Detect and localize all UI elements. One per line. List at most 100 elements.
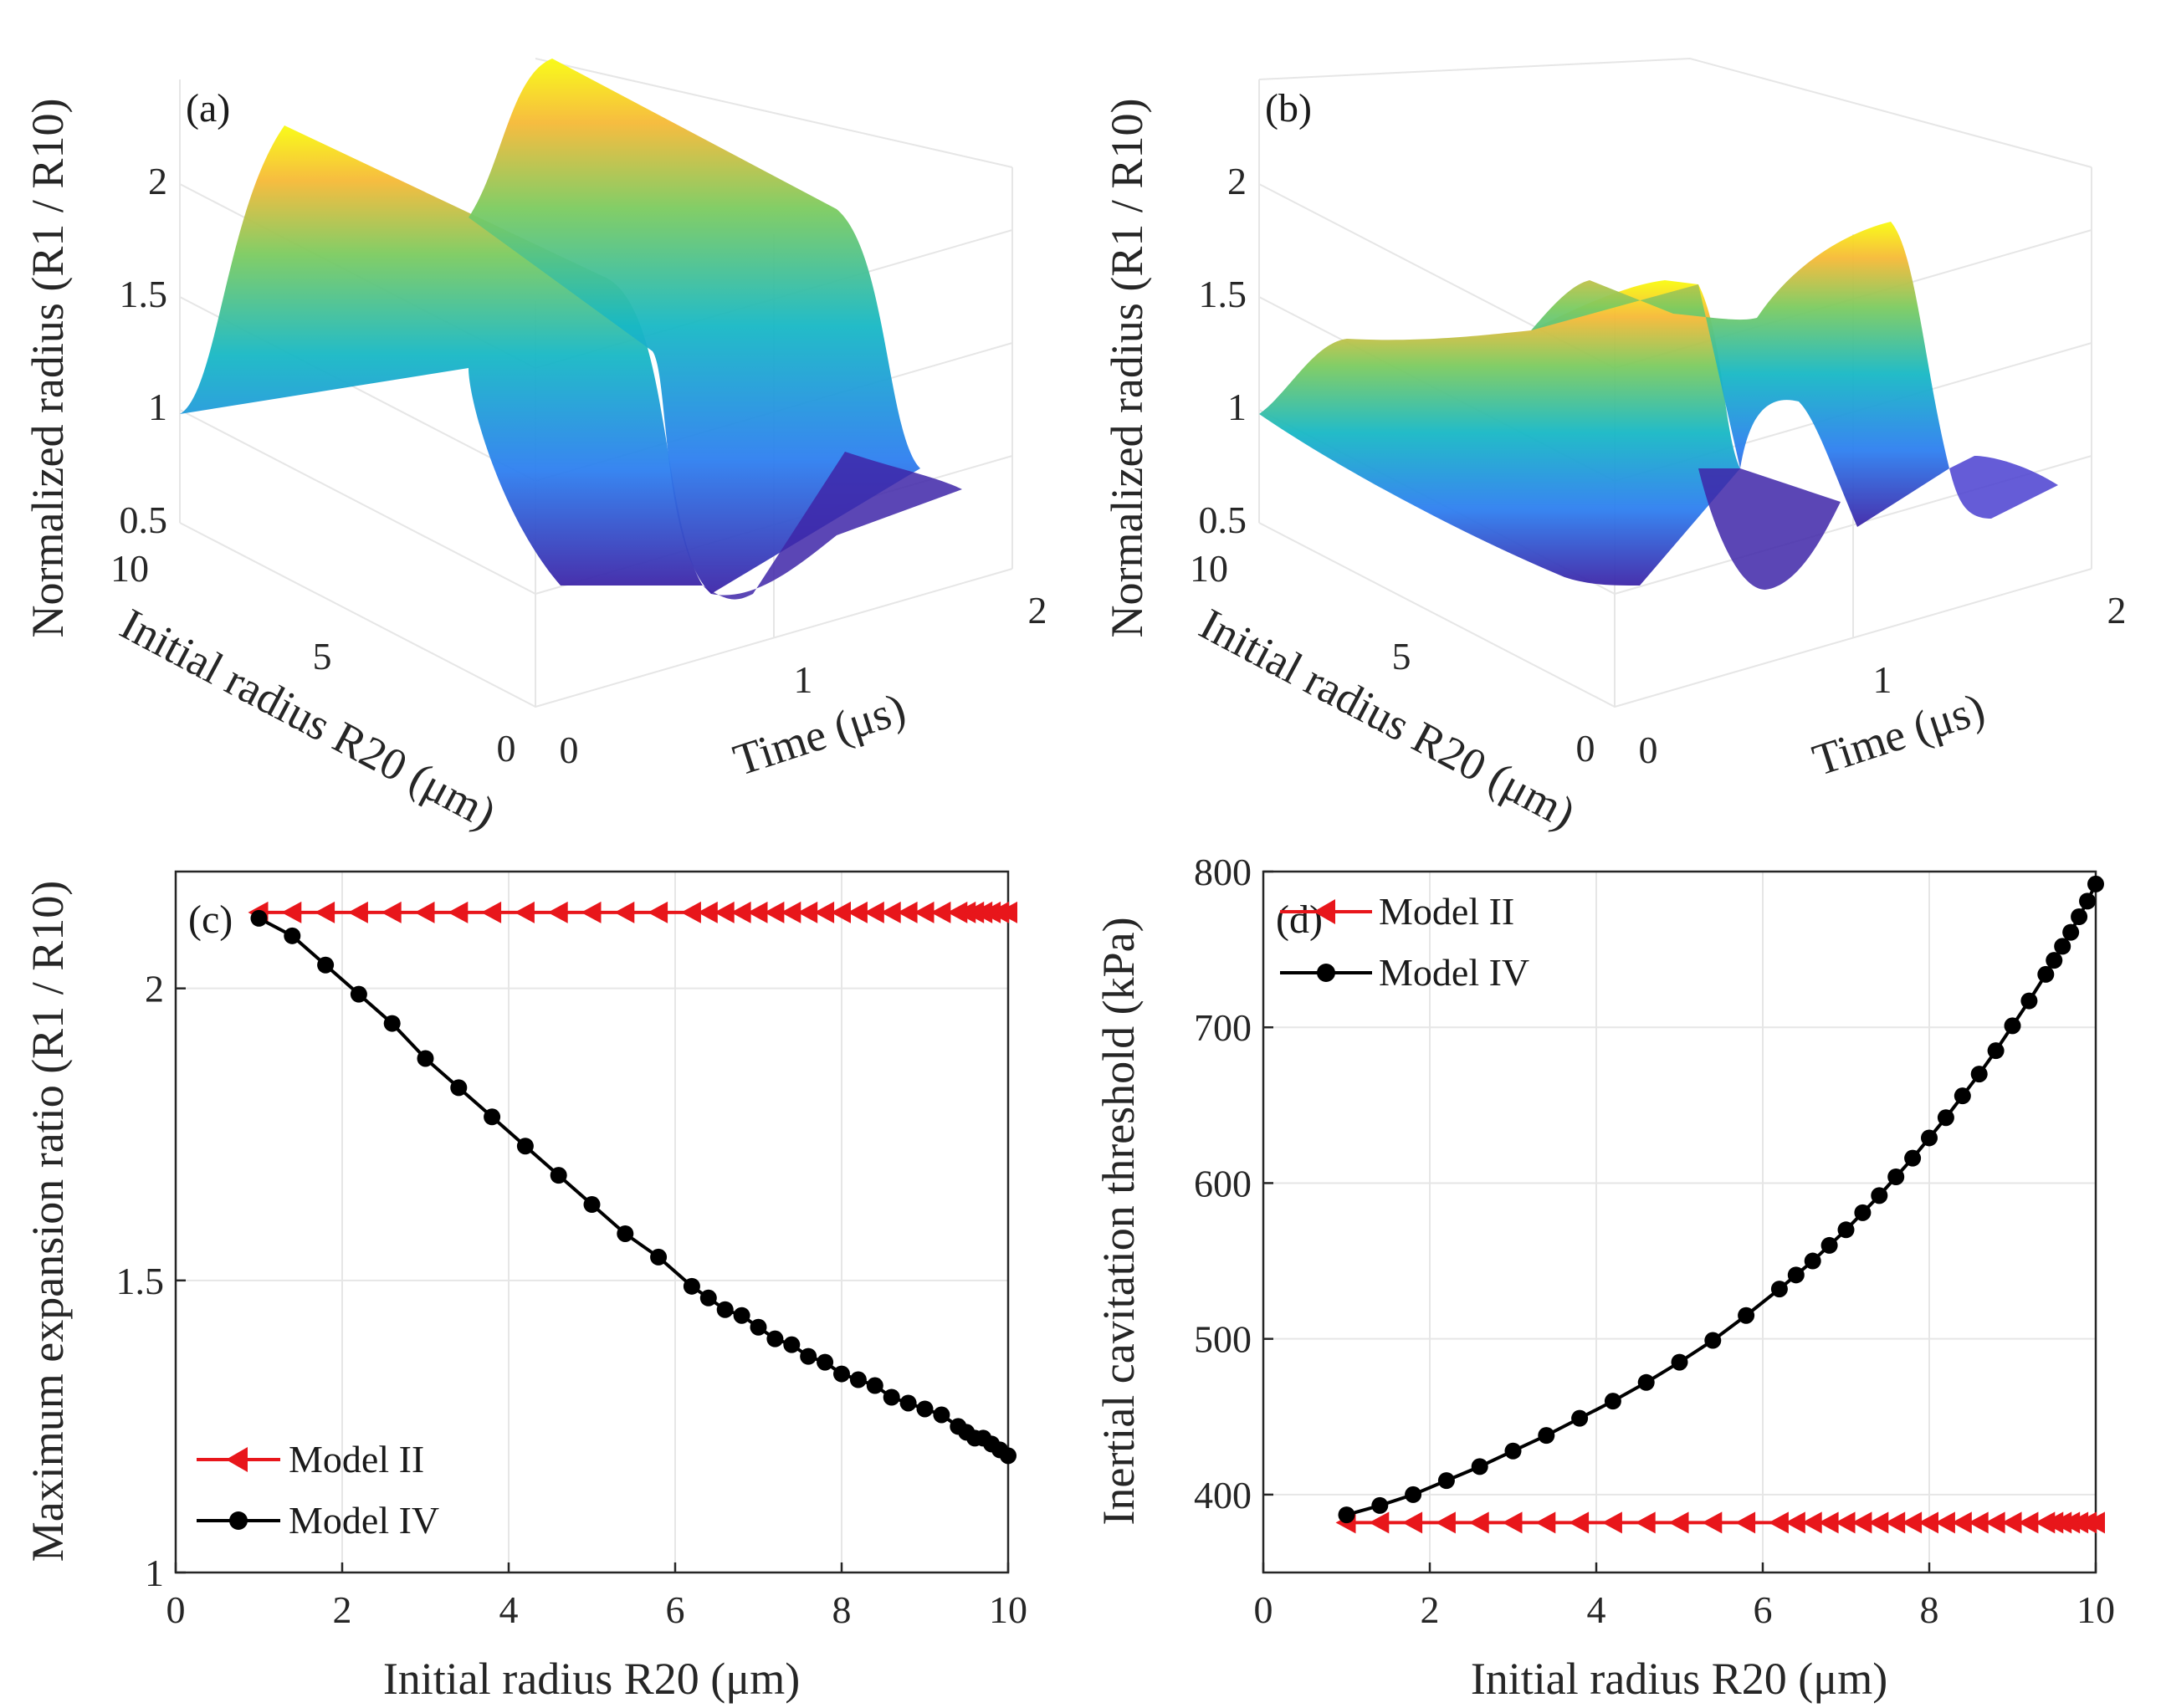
c-point-model-iv (800, 1347, 817, 1365)
d-point-model-iv (1471, 1458, 1488, 1475)
c-point-model-iv (383, 1015, 401, 1032)
d-point-model-iv (1738, 1307, 1755, 1324)
c-point-model-iv (716, 1301, 734, 1318)
c-point-model-iv (583, 1196, 601, 1214)
d-point-model-ii (1535, 1511, 1556, 1534)
d-point-model-iv (1804, 1252, 1821, 1270)
d-point-model-iv (1954, 1087, 1971, 1105)
d-point-model-ii (1785, 1511, 1805, 1534)
d-point-model-iv (2004, 1017, 2021, 1035)
d-point-model-iv (1437, 1472, 1455, 1490)
c-point-model-ii (797, 901, 818, 923)
c-point-model-iv (683, 1277, 700, 1295)
panel-b-surface-trough1 (1698, 468, 1841, 590)
d-xtick-label: 0 (1254, 1588, 1273, 1631)
panel-b-ztick: 1 (1227, 386, 1247, 428)
panel-a-ztick: 1.5 (120, 273, 168, 315)
panel-b-floor-edges (1258, 522, 2092, 708)
panel-b-zlabel: Normalized radius (R1 / R10) (1102, 99, 1152, 638)
panel-d-line-plot: 0 2 4 6 8 10 400 500 600 700 800 (d) Initial radi… (1093, 851, 2115, 1704)
d-point-model-ii (1868, 1511, 1889, 1534)
c-point-model-ii (414, 901, 435, 923)
c-point-model-ii (880, 901, 901, 923)
d-point-model-ii (1369, 1511, 1390, 1534)
d-ytick-label: 600 (1194, 1162, 1252, 1204)
c-point-model-ii (281, 901, 302, 923)
panel-d-label: (d) (1276, 897, 1323, 942)
d-point-model-ii (1735, 1511, 1756, 1534)
d-point-model-ii (1601, 1511, 1622, 1534)
c-point-model-iv (250, 909, 268, 927)
d-point-model-iv (1538, 1427, 1555, 1445)
panel-a-ytick: 0 (497, 727, 516, 770)
c-ytick-label: 1.5 (116, 1260, 165, 1302)
panel-b-surface-front (1259, 280, 1740, 586)
d-point-model-iv (1338, 1506, 1355, 1524)
d-point-model-iv (1937, 1109, 1954, 1127)
d-point-model-ii (1818, 1511, 1839, 1534)
c-point-model-iv (617, 1225, 634, 1242)
d-xtick-label: 10 (2077, 1588, 2115, 1631)
panel-a-ytick: 10 (110, 547, 149, 590)
panel-a-label: (a) (186, 86, 230, 130)
d-point-model-ii (2085, 1511, 2105, 1534)
c-point-model-iv (899, 1394, 917, 1412)
d-point-model-iv (1854, 1204, 1872, 1221)
panel-c-xlabel: Initial radius R20 (μm) (383, 1654, 800, 1704)
c-point-model-ii (547, 901, 568, 923)
d-xtick-label: 8 (1920, 1588, 1939, 1631)
c-point-model-iv (916, 1400, 934, 1418)
d-point-model-iv (1371, 1496, 1389, 1514)
panel-c-legend-marker-model-ii (226, 1447, 248, 1472)
c-point-model-ii (914, 901, 935, 923)
d-point-model-ii (1801, 1511, 1822, 1534)
c-point-model-iv (750, 1318, 767, 1336)
c-point-model-iv (1000, 1447, 1016, 1465)
panel-a-ylabel: Initial radius R20 (μm) (112, 599, 504, 839)
panel-c-legend-marker-model-iv (229, 1511, 248, 1530)
c-point-model-ii (697, 901, 718, 923)
d-point-model-iv (1604, 1393, 1621, 1410)
d-point-model-iv (2079, 892, 2097, 910)
c-point-model-ii (781, 901, 801, 923)
d-point-model-iv (1921, 1129, 1938, 1147)
panel-a-xlabel: Time (μs) (728, 683, 912, 785)
panel-d-ylabel: Inertial cavitation threshold (kPa) (1093, 917, 1144, 1525)
c-point-model-iv (516, 1138, 534, 1155)
panel-c-line-plot: 0 2 4 6 8 10 1 1.5 2 (c) Initial radius R20 (μm… (23, 870, 1027, 1704)
panel-a-zlabel: Normalized radius (R1 / R10) (23, 99, 73, 638)
d-point-model-ii (1902, 1511, 1923, 1534)
c-point-model-ii (764, 901, 785, 923)
d-point-model-iv (1770, 1281, 1788, 1298)
c-point-model-iv (933, 1406, 950, 1424)
c-xtick-label: 0 (166, 1588, 186, 1631)
panel-b-ylabel: Initial radius R20 (μm) (1191, 599, 1583, 839)
d-point-model-ii (1702, 1511, 1723, 1534)
d-point-model-ii (1951, 1511, 1972, 1534)
panel-c-axes-box (174, 870, 1010, 1574)
d-point-model-iv (1887, 1168, 1905, 1185)
d-point-model-iv (1405, 1486, 1422, 1503)
c-point-model-ii (581, 901, 602, 923)
panel-d-legend-label-model-iv: Model IV (1379, 951, 1529, 994)
panel-a-surface-wave2 (469, 59, 920, 594)
panel-a-ytick: 5 (313, 635, 332, 678)
c-point-model-ii (930, 901, 951, 923)
panel-d-legend-marker-model-iv (1317, 964, 1335, 982)
panel-b-ytick: 10 (1190, 547, 1228, 590)
d-point-model-ii (1918, 1511, 1938, 1534)
d-point-model-iv (1820, 1236, 1838, 1254)
panel-b-xtick: 1 (1873, 658, 1892, 701)
c-point-model-iv (317, 956, 335, 974)
panel-b-ztick: 1.5 (1199, 273, 1247, 315)
c-series-line-model-iv (258, 917, 1010, 1457)
d-point-model-ii (1635, 1511, 1656, 1534)
d-point-model-iv (1787, 1266, 1805, 1284)
panel-d-legend-label-model-ii: Model II (1379, 890, 1514, 933)
c-point-model-ii (680, 901, 701, 923)
d-point-model-iv (2054, 938, 2071, 955)
d-point-model-ii (1968, 1511, 1989, 1534)
d-point-model-iv (1704, 1332, 1722, 1349)
d-point-model-ii (2018, 1511, 2039, 1534)
c-point-model-iv (733, 1307, 750, 1324)
